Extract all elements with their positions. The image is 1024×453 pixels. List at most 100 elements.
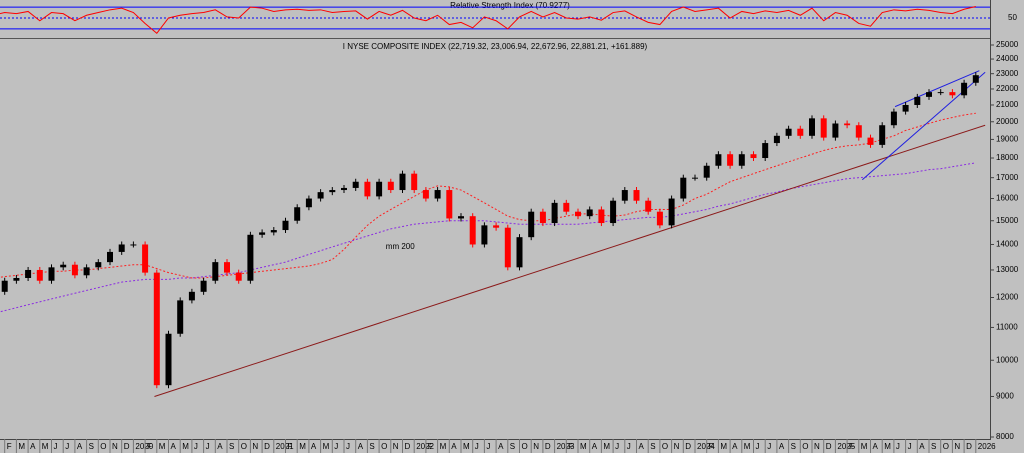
x-tick-label: A [779, 442, 785, 451]
x-tick-label: J [615, 442, 619, 451]
candle [270, 230, 277, 233]
rsi-title: Relative Strength Index (70.9277) [450, 1, 570, 10]
candle [855, 125, 862, 138]
x-tick-label: N [954, 442, 960, 451]
y-tick-label: 10000 [996, 355, 1019, 364]
x-tick-label: F [147, 442, 152, 451]
x-tick-label: M [861, 442, 868, 451]
candle [809, 118, 815, 136]
x-tick-label: N [393, 442, 399, 451]
x-tick-label: O [381, 442, 387, 451]
candle [71, 264, 78, 276]
x-tick-label: 2025 [837, 442, 855, 451]
x-tick-label: A [451, 442, 457, 451]
x-tick-label: D [264, 442, 270, 451]
candle [446, 190, 453, 219]
x-tick-label: J [475, 442, 479, 451]
candle [458, 216, 464, 219]
candle [212, 262, 219, 281]
candle [890, 111, 897, 126]
candle [224, 262, 230, 273]
x-tick-label: J [767, 442, 771, 451]
y-tick-label: 25000 [996, 40, 1019, 49]
x-tick-label: A [77, 442, 83, 451]
candle [575, 211, 581, 217]
x-tick-label: N [533, 442, 539, 451]
y-tick-label: 16000 [996, 194, 1019, 203]
candle [376, 181, 383, 197]
y-tick-label: 24000 [996, 54, 1019, 63]
x-tick-label: A [592, 442, 598, 451]
x-tick-label: A [217, 442, 223, 451]
x-tick-label: A [171, 442, 177, 451]
x-tick-label: N [814, 442, 820, 451]
candle [200, 280, 207, 292]
y-tick-label: 17000 [996, 173, 1019, 182]
x-tick-label: J [194, 442, 198, 451]
candle [586, 209, 593, 217]
candle [153, 272, 160, 386]
x-tick-label: N [674, 442, 680, 451]
candle [422, 190, 429, 199]
candle [341, 187, 347, 191]
candle [703, 165, 710, 178]
candle [949, 92, 956, 96]
x-tick-label: J [54, 442, 58, 451]
y-tick-label: 21000 [996, 100, 1019, 109]
rsi-line [0, 6, 976, 34]
x-tick-label: 2022 [416, 442, 434, 451]
y-tick-label: 13000 [996, 265, 1019, 274]
candle [844, 123, 851, 126]
x-tick-label: J [756, 442, 760, 451]
x-tick-label: J [334, 442, 338, 451]
candle [60, 264, 67, 268]
candle [820, 118, 827, 138]
x-tick-label: M [299, 442, 306, 451]
candle [680, 177, 687, 199]
candle [750, 154, 757, 159]
x-tick-label: A [919, 442, 925, 451]
x-tick-label: M [440, 442, 447, 451]
candle [727, 154, 734, 166]
x-tick-label: M [463, 442, 470, 451]
candle [738, 154, 745, 166]
x-tick-label: A [30, 442, 36, 451]
x-tick-label: O [100, 442, 106, 451]
candle [914, 96, 921, 105]
x-tick-label: A [873, 442, 879, 451]
candle [493, 225, 500, 228]
x-tick-label: D [685, 442, 691, 451]
candle [668, 198, 675, 226]
x-tick-label: M [182, 442, 189, 451]
candle [961, 82, 968, 96]
candle [399, 173, 406, 191]
candle [762, 143, 769, 159]
candle [972, 75, 979, 83]
candle [165, 333, 172, 386]
candle [633, 190, 640, 201]
x-tick-label: 2021 [276, 442, 294, 451]
candle [142, 244, 149, 273]
candle [48, 267, 55, 281]
moving-average [0, 112, 976, 279]
candle [329, 190, 336, 193]
candle [317, 192, 324, 199]
y-tick-label: 20000 [996, 117, 1019, 126]
x-tick-label: S [369, 442, 374, 451]
candle [118, 244, 125, 252]
x-tick-label: O [241, 442, 247, 451]
x-tick-label: J [346, 442, 350, 451]
y-tick-label: 23000 [996, 69, 1019, 78]
chart-title: I NYSE COMPOSITE INDEX (22,719.32, 23,00… [343, 42, 648, 51]
x-tick-label: 2026 [978, 442, 996, 451]
candle [563, 202, 570, 212]
x-tick-label: M [603, 442, 610, 451]
x-tick-label: O [802, 442, 808, 451]
candle [434, 190, 441, 199]
x-tick-label: O [662, 442, 668, 451]
x-tick-label: J [627, 442, 631, 451]
x-tick-label: J [908, 442, 912, 451]
